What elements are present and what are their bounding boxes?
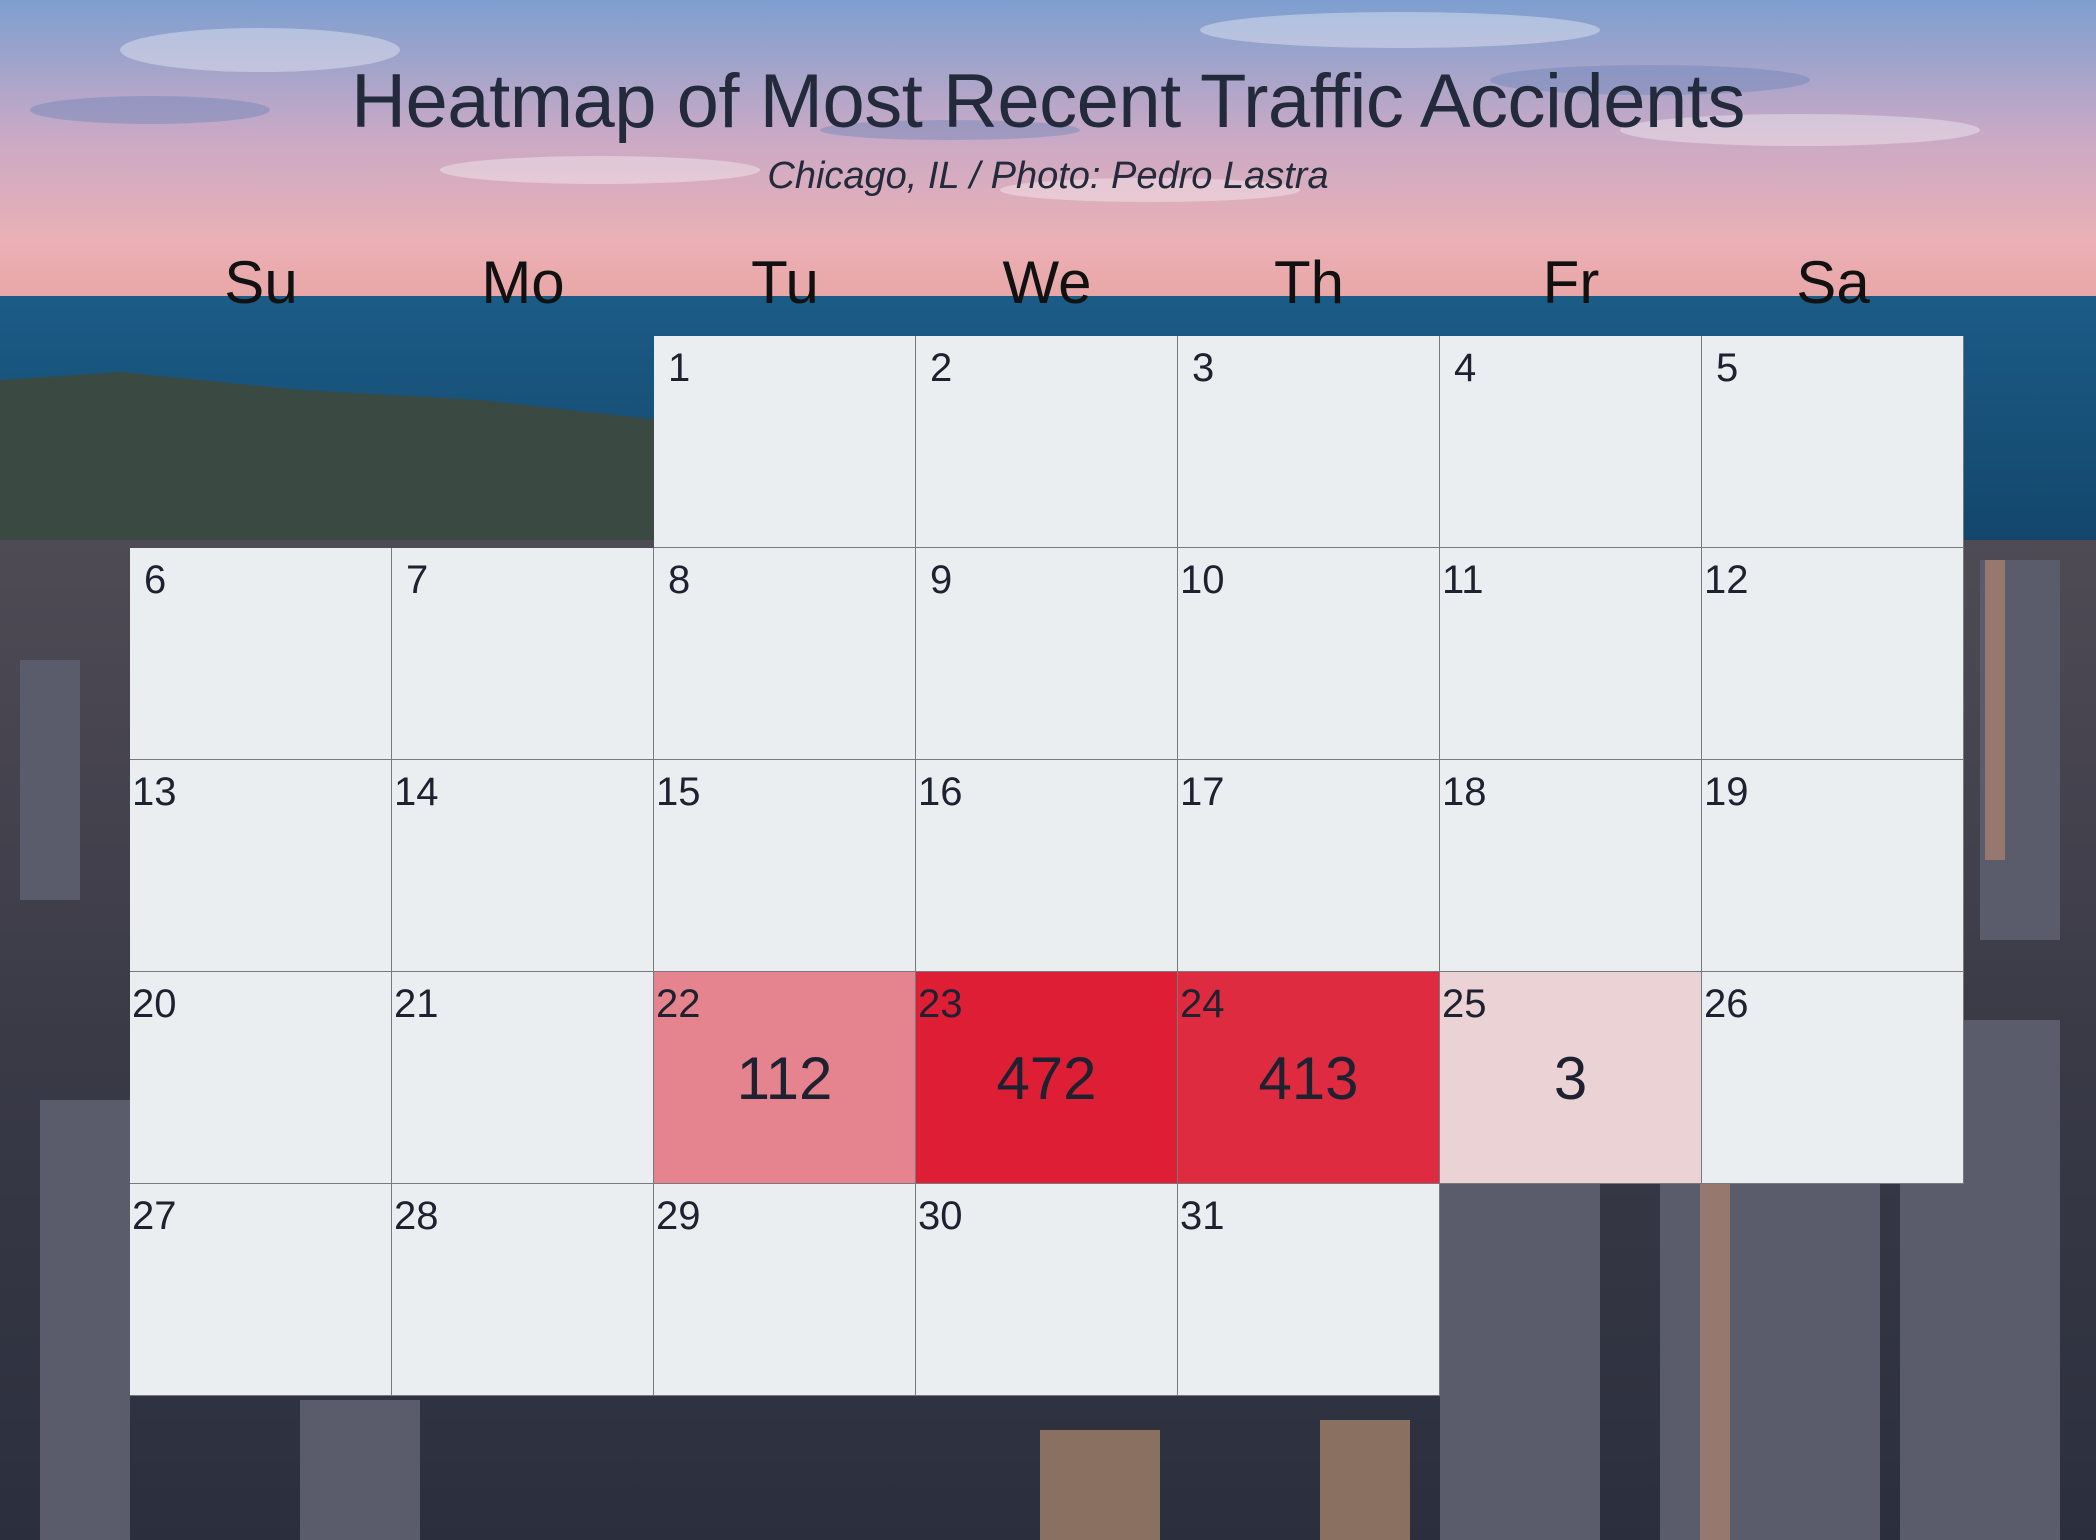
day-cell: 28 (392, 1184, 654, 1396)
day-cell: 20 (130, 972, 392, 1184)
day-number: 23 (918, 982, 963, 1026)
day-number: 20 (132, 982, 177, 1026)
accident-count-label: 413 (1258, 1045, 1359, 1112)
weekday-label-mo: Mo (481, 249, 565, 316)
day-number: 2 (930, 346, 953, 390)
day-cell: 30 (916, 1184, 1178, 1396)
chart-subtitle: Chicago, IL / Photo: Pedro Lastra (767, 155, 1329, 197)
day-number: 30 (918, 1194, 963, 1238)
day-number: 27 (132, 1194, 177, 1238)
day-number: 19 (1704, 770, 1749, 814)
day-number: 17 (1180, 770, 1225, 814)
day-cell: 22 112 (654, 972, 916, 1184)
day-cell: 26 (1702, 972, 1964, 1184)
day-cell: 24 413 (1178, 972, 1440, 1184)
day-cell: 3 (1178, 336, 1440, 548)
day-cell: 23 472 (916, 972, 1178, 1184)
day-cell: 17 (1178, 760, 1440, 972)
day-number: 15 (656, 770, 701, 814)
day-number: 3 (1192, 346, 1215, 390)
day-cell: 19 (1702, 760, 1964, 972)
day-cell: 31 (1178, 1184, 1440, 1396)
day-cell: 29 (654, 1184, 916, 1396)
day-number: 10 (1180, 558, 1225, 602)
day-number: 12 (1704, 558, 1749, 602)
day-cell: 6 (130, 548, 392, 760)
weekday-label-tu: Tu (751, 249, 819, 316)
day-cell: 10 (1178, 548, 1440, 760)
day-cell: 14 (392, 760, 654, 972)
day-number: 31 (1180, 1194, 1225, 1238)
day-cell: 7 (392, 548, 654, 760)
weekday-label-fr: Fr (1542, 249, 1600, 316)
day-number: 18 (1442, 770, 1487, 814)
weekday-label-su: Su (224, 249, 298, 316)
day-number: 8 (668, 558, 691, 602)
weekday-label-sa: Sa (1796, 249, 1870, 316)
accident-count-label: 472 (996, 1045, 1097, 1112)
accident-count-label: 3 (1553, 1045, 1588, 1112)
day-number: 11 (1442, 558, 1484, 602)
day-number: 14 (394, 770, 439, 814)
day-number: 21 (394, 982, 439, 1026)
day-number: 26 (1704, 982, 1749, 1026)
day-number: 7 (406, 558, 429, 602)
day-cell: 16 (916, 760, 1178, 972)
day-cell: 12 (1702, 548, 1964, 760)
day-number: 25 (1442, 982, 1487, 1026)
day-number: 22 (656, 982, 701, 1026)
day-cell: 9 (916, 548, 1178, 760)
day-cell: 27 (130, 1184, 392, 1396)
day-number: 13 (132, 770, 177, 814)
day-cell: 5 (1702, 336, 1964, 548)
accident-count-label: 112 (736, 1045, 833, 1112)
day-number: 24 (1180, 982, 1225, 1026)
day-cell: 21 (392, 972, 654, 1184)
day-number: 16 (918, 770, 963, 814)
weekday-label-th: Th (1273, 249, 1345, 316)
day-cell: 11 (1440, 548, 1702, 760)
day-number: 6 (144, 558, 167, 602)
day-number: 1 (668, 346, 691, 390)
day-cell: 15 (654, 760, 916, 972)
day-cell: 8 (654, 548, 916, 760)
day-number: 9 (930, 558, 953, 602)
day-cell: 2 (916, 336, 1178, 548)
day-cell: 25 3 (1440, 972, 1702, 1184)
chart-title: Heatmap of Most Recent Traffic Accidents (351, 59, 1745, 144)
day-cell: 1 (654, 336, 916, 548)
weekday-label-we: We (1002, 249, 1092, 316)
day-number: 29 (656, 1194, 701, 1238)
day-cell: 18 (1440, 760, 1702, 972)
day-number: 28 (394, 1194, 439, 1238)
day-cell: 4 (1440, 336, 1702, 548)
day-cell: 13 (130, 760, 392, 972)
day-number: 5 (1716, 346, 1739, 390)
day-number: 4 (1454, 346, 1477, 390)
